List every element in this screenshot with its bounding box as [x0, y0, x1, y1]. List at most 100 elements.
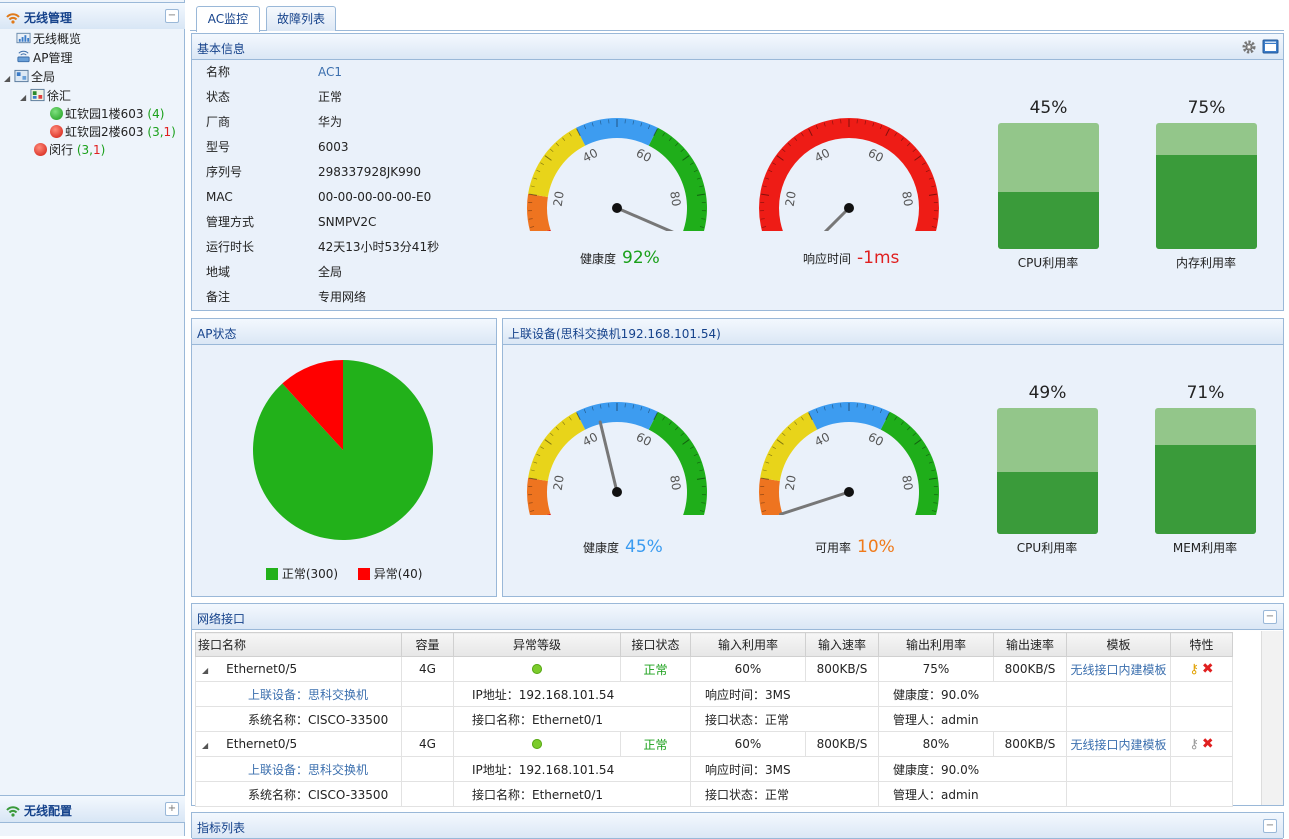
- interface-name: Ethernet0/5: [226, 662, 297, 676]
- capacity: 4G: [402, 657, 454, 682]
- uplink-mem-bar: [1155, 408, 1256, 534]
- network-interface-panel: 网络接口 − 接口名称 容量 异常等级 接口状态 输入利用率 输入速率 输出利用…: [191, 603, 1284, 806]
- error-count: 1: [164, 125, 172, 139]
- gauge-tick-label: 60: [634, 146, 654, 165]
- input-utilization: 60%: [691, 657, 806, 682]
- health-gauge: 020406080100: [526, 116, 716, 231]
- column-header[interactable]: 特性: [1171, 633, 1233, 657]
- gauge-tick-label: 60: [866, 430, 886, 449]
- info-key: 运行时长: [206, 235, 306, 260]
- collapse-button[interactable]: −: [1263, 819, 1277, 833]
- table-row[interactable]: ◢Ethernet0/5 4G 正常 60% 800KB/S 80% 800KB…: [196, 732, 1233, 757]
- delete-icon[interactable]: ✖: [1202, 736, 1214, 752]
- tab-fault-list[interactable]: 故障列表: [266, 6, 336, 31]
- gauge-band-0: [759, 118, 939, 231]
- table-row[interactable]: ◢Ethernet0/5 4G 正常 60% 800KB/S 75% 800KB…: [196, 657, 1233, 682]
- gauge-value: 10%: [857, 537, 895, 557]
- column-header[interactable]: 输入速率: [806, 633, 879, 657]
- gauge-caption: 响应时间: [803, 252, 851, 266]
- gauge-band-1: [527, 194, 550, 231]
- tab-ac-monitor[interactable]: AC监控: [196, 6, 260, 32]
- gauge-needle: [798, 208, 849, 231]
- tree-item-global[interactable]: ◢ 全局: [4, 68, 55, 86]
- ap-status-pie: [250, 357, 436, 543]
- mem-bar-fill: [1156, 155, 1257, 250]
- key-icon[interactable]: ⚷: [1189, 737, 1199, 752]
- wifi-config-icon: [5, 802, 21, 818]
- availability-label: 可用率 10%: [815, 537, 895, 557]
- pie-legend: 正常(300) 异常(40): [266, 565, 422, 582]
- panel-header: AP状态: [192, 319, 496, 345]
- info-key: 状态: [206, 85, 306, 110]
- info-value: 298337928JK990: [318, 160, 421, 185]
- sidebar: 无线管理 − 无线概览 AP管理 ◢全局 ◢徐汇 虹钦园1楼603 (4) 虹钦…: [0, 0, 185, 836]
- table-detail-row: 系统名称：CISCO-33500 接口名称：Ethernet0/1 接口状态：正…: [196, 707, 1233, 732]
- template-link[interactable]: 无线接口内建模板: [1067, 657, 1171, 682]
- collapse-button[interactable]: −: [165, 9, 179, 23]
- column-header[interactable]: 接口名称: [196, 633, 402, 657]
- panel-header: 指标列表 −: [192, 813, 1283, 839]
- info-value[interactable]: AC1: [318, 60, 342, 85]
- tree-item-ap-management[interactable]: AP管理: [16, 49, 72, 67]
- column-header[interactable]: 接口状态: [621, 633, 691, 657]
- uplink-mem-bar-fill: [1155, 445, 1256, 534]
- table-detail-row: 上联设备：思科交换机 IP地址：192.168.101.54 响应时间：3MS …: [196, 757, 1233, 782]
- collapse-button[interactable]: −: [1263, 610, 1277, 624]
- expand-button[interactable]: +: [165, 802, 179, 816]
- table-header-row: 接口名称 容量 异常等级 接口状态 输入利用率 输入速率 输出利用率 输出速率 …: [196, 633, 1233, 657]
- tree-item-site-1[interactable]: 虹钦园1楼603 (4): [50, 105, 164, 123]
- panel-header: 上联设备(思科交换机192.168.101.54): [503, 319, 1283, 345]
- info-key: 名称: [206, 60, 306, 85]
- column-header[interactable]: 输出利用率: [879, 633, 994, 657]
- expand-toggle-icon[interactable]: ◢: [202, 666, 208, 675]
- gauge-value: -1ms: [857, 248, 899, 268]
- ok-count: 4: [152, 107, 160, 121]
- tree-label: 全局: [31, 70, 55, 84]
- expand-toggle-icon[interactable]: ◢: [202, 741, 208, 750]
- gauge-needle: [617, 208, 683, 231]
- gauge-caption: 健康度: [583, 541, 619, 555]
- column-header[interactable]: 输出速率: [994, 633, 1067, 657]
- delete-icon[interactable]: ✖: [1202, 661, 1214, 677]
- gauge-needle: [781, 492, 849, 514]
- gauge-caption: 可用率: [815, 541, 851, 555]
- gear-icon[interactable]: [1241, 39, 1257, 55]
- uplink-health-gauge: 020406080100: [526, 400, 716, 515]
- uplink-device-link[interactable]: 思科交换机: [308, 763, 368, 777]
- output-utilization: 80%: [879, 732, 994, 757]
- tree-item-minhang[interactable]: 闵行 (3,1): [34, 141, 105, 159]
- uplink-cpu-bar-fill: [997, 472, 1098, 534]
- tree-label: 虹钦园2楼603: [65, 125, 144, 139]
- info-key: 管理方式: [206, 210, 306, 235]
- wireless-config-header[interactable]: 无线配置 +: [0, 795, 185, 823]
- tree-item-xuhui[interactable]: ◢徐汇: [20, 87, 71, 105]
- expand-toggle-icon[interactable]: ◢: [20, 89, 30, 107]
- info-key: MAC: [206, 185, 306, 210]
- tree-item-overview[interactable]: 无线概览: [16, 30, 81, 48]
- tree-item-site-2[interactable]: 虹钦园2楼603 (3,1): [50, 123, 176, 141]
- panel-title: 基本信息: [197, 40, 245, 57]
- cpu-percent: 45%: [998, 98, 1099, 118]
- detail-admin: 管理人：admin: [879, 707, 1067, 732]
- key-icon[interactable]: ⚷: [1189, 662, 1199, 677]
- column-header[interactable]: 输入利用率: [691, 633, 806, 657]
- gauge-band-1: [759, 478, 782, 515]
- scrollbar[interactable]: [1261, 631, 1283, 805]
- column-header[interactable]: 容量: [402, 633, 454, 657]
- wireless-config-title: 无线配置: [24, 802, 72, 819]
- wireless-management-header[interactable]: 无线管理 −: [0, 2, 185, 30]
- expand-toggle-icon[interactable]: ◢: [4, 70, 14, 88]
- column-header[interactable]: 异常等级: [454, 633, 621, 657]
- panel-title: 上联设备(思科交换机192.168.101.54): [508, 325, 721, 342]
- detail-interface-status: 接口状态：正常: [691, 707, 879, 732]
- column-header[interactable]: 模板: [1067, 633, 1171, 657]
- mem-caption: 内存利用率: [1136, 254, 1276, 271]
- uplink-device-link[interactable]: 思科交换机: [308, 688, 368, 702]
- template-link[interactable]: 无线接口内建模板: [1067, 732, 1171, 757]
- detail-label: 上联设备：: [248, 763, 308, 777]
- screen-icon[interactable]: [1262, 39, 1279, 54]
- gauge-needle: [600, 422, 617, 492]
- detail-response-time: 响应时间：3MS: [691, 682, 879, 707]
- gauge-value: 92%: [622, 248, 660, 268]
